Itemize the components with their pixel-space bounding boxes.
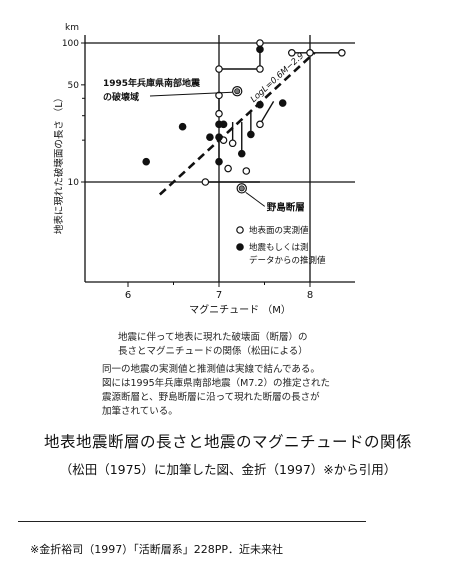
note-line-1: 同一の地震の実測値と推測値は実線で結んである。 [102,364,320,375]
open-data-point [224,164,232,173]
open-data-point [287,49,296,57]
data-points [142,39,346,194]
filled-data-point [247,130,255,139]
y-unit-label: km [65,23,79,33]
open-data-point [215,65,223,73]
hyogo-annotation-line-2: の破壊域 [103,91,139,103]
open-data-point [215,91,223,100]
open-data-point [242,167,251,175]
nojima-annotation: 野島断層 [267,201,305,213]
filled-data-point [256,45,264,54]
legend-label-estimated-2: データからの推測値 [249,255,326,266]
legend-label-measured: 地表面の実測値 [249,225,309,236]
chart-labels: マグニチュード （M） 地表に現れた破壊面の長さ （L） 1995年兵庫県南部地震の… [53,77,305,316]
y-tick-label: 100 [62,39,79,49]
hyogo-annotation-line-1: 1995年兵庫県南部地震 [103,77,201,89]
page-subtitle: （松田（1975）に加筆した図、金折（1997）※から引用） [59,462,397,477]
y-axis-title: 地表に現れた破壊面の長さ （L） [53,93,65,234]
figure-note: 同一の地震の実測値と推測値は実線で結んである。 図には1995年兵庫県南部地震（… [102,363,330,419]
filled-data-point [142,157,151,166]
filled-data-point [278,99,287,107]
x-tick-label: 7 [216,290,222,301]
divider [18,521,366,522]
filled-data-point [237,149,246,158]
regression-line: LogL=0.6M−2.9 [158,51,316,196]
open-data-point [201,178,210,186]
regression-equation-label: LogL=0.6M−2.9 [249,51,306,105]
open-data-point [256,39,264,47]
open-data-point [256,65,264,73]
open-data-point [338,49,346,57]
connector-lines [205,43,342,183]
x-axis-title: マグニチュード （M） [189,303,291,316]
caption-line-1: 地震に伴って地表に現れた破壊面（断層）の [118,332,308,343]
note-line-4: 加筆されている。 [102,406,178,417]
regression-dashed-line [158,51,316,196]
open-data-point [215,109,223,118]
y-tick-label: 10 [68,178,80,188]
nojima-annotation-leader [245,191,266,207]
filled-data-point [178,122,187,131]
highlight-inner-dot [238,185,245,192]
legend-open-circle [236,226,244,234]
legend-label-estimated-1: 地震もしくは測 [249,242,309,253]
open-data-point [256,120,264,129]
footnote: ※金折裕司（1997）「活断層系」228PP．近未来社 [30,543,283,556]
filled-data-point [215,157,223,166]
note-line-3: 震源断層と、野島断層に沿って現れた断層の長さが [102,392,320,403]
open-data-point [306,49,314,57]
note-line-2: 図には1995年兵庫県南部地震（M7.2）の推定された [102,378,330,389]
filled-data-point [256,100,264,109]
open-data-point [228,139,237,148]
figure-caption: 地震に伴って地表に現れた破壊面（断層）の 長さとマグニチュードの関係（松田による… [118,331,308,359]
connector-segment [259,101,275,125]
filled-data-point [215,120,223,129]
filled-data-point [215,133,223,142]
hyogo-annotation-leader [149,91,233,97]
x-tick-label: 6 [125,290,131,301]
legend-filled-circle [236,243,244,251]
x-tick-label: 8 [307,290,313,301]
page-title: 地表地震断層の長さと地震のマグニチュードの関係 [43,433,412,451]
magnitude-length-chart: 6 7 8 10 50 100 km LogL=0.6M−2.9 マグニチュード （M） 地表… [53,23,355,316]
caption-line-2: 長さとマグニチュードの関係（松田による） [118,346,308,357]
y-tick-label: 50 [68,81,80,91]
filled-data-point [206,133,214,142]
highlight-inner-dot [234,88,241,95]
